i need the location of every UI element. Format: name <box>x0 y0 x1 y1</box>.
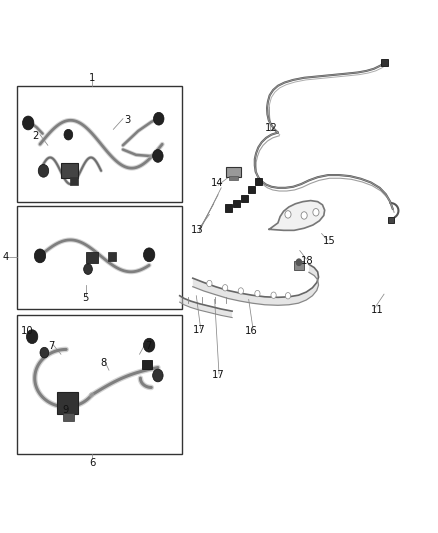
Text: 2: 2 <box>32 131 39 141</box>
Bar <box>294 261 304 270</box>
Bar <box>57 392 78 414</box>
Text: 12: 12 <box>265 123 278 133</box>
Bar <box>17 206 182 309</box>
Circle shape <box>286 293 290 299</box>
Bar <box>63 413 74 421</box>
Circle shape <box>271 292 276 298</box>
Circle shape <box>144 338 155 352</box>
Bar <box>17 86 182 201</box>
Circle shape <box>313 208 319 216</box>
Bar <box>142 360 152 369</box>
Circle shape <box>152 150 163 163</box>
Text: 7: 7 <box>48 341 54 351</box>
Circle shape <box>301 212 307 219</box>
Text: 13: 13 <box>191 225 204 236</box>
Bar <box>255 177 262 185</box>
Text: 8: 8 <box>100 358 106 368</box>
Text: 17: 17 <box>212 370 225 381</box>
Bar <box>108 252 116 261</box>
Bar <box>70 177 78 184</box>
Circle shape <box>285 211 291 218</box>
Bar <box>226 166 241 177</box>
Text: 18: 18 <box>301 256 314 266</box>
Polygon shape <box>269 200 325 230</box>
Circle shape <box>223 285 228 291</box>
Polygon shape <box>180 296 232 318</box>
Text: 1: 1 <box>89 73 95 83</box>
Bar <box>241 195 248 202</box>
Text: 10: 10 <box>21 326 33 336</box>
Bar <box>248 185 255 193</box>
Bar <box>388 216 394 223</box>
Circle shape <box>207 280 212 287</box>
Circle shape <box>153 112 164 125</box>
Bar <box>86 252 98 263</box>
Text: 17: 17 <box>193 325 206 335</box>
Circle shape <box>34 249 46 263</box>
Text: 11: 11 <box>371 305 383 315</box>
Text: 3: 3 <box>124 115 131 125</box>
Bar <box>61 164 78 178</box>
Circle shape <box>26 330 38 344</box>
Polygon shape <box>193 264 318 305</box>
Bar <box>225 204 232 212</box>
Text: 14: 14 <box>211 177 223 188</box>
Circle shape <box>255 290 260 297</box>
Circle shape <box>22 116 34 130</box>
Bar <box>233 200 240 207</box>
Text: 15: 15 <box>323 236 336 246</box>
Circle shape <box>40 348 49 358</box>
Text: 7: 7 <box>145 341 152 351</box>
Circle shape <box>238 288 244 294</box>
Circle shape <box>64 130 73 140</box>
Circle shape <box>296 259 301 265</box>
Bar <box>17 316 182 454</box>
Circle shape <box>152 369 163 382</box>
Text: 6: 6 <box>89 458 95 468</box>
Circle shape <box>38 165 49 177</box>
Bar <box>381 59 389 66</box>
Text: 4: 4 <box>3 252 9 262</box>
Text: 16: 16 <box>245 326 258 336</box>
Bar <box>229 176 238 180</box>
Text: 9: 9 <box>62 405 68 415</box>
Text: 5: 5 <box>83 293 89 303</box>
Circle shape <box>84 264 92 274</box>
Circle shape <box>144 248 155 262</box>
